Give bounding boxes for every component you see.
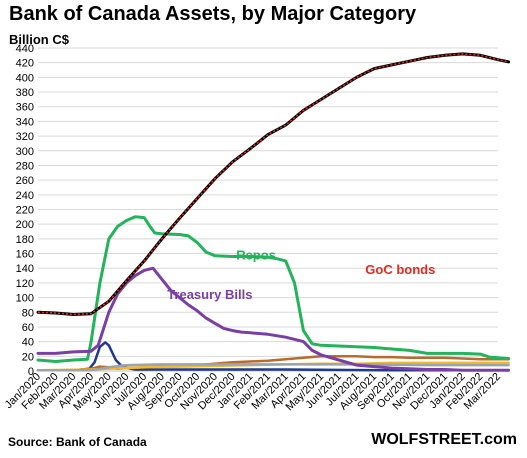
y-tick-0: 0 (28, 366, 34, 378)
y-tick-400: 400 (16, 72, 34, 84)
y-tick-240: 240 (16, 190, 34, 202)
y-tick-60: 60 (22, 322, 34, 334)
y-tick-80: 80 (22, 307, 34, 319)
series-line-treasury-bills (36, 266, 511, 372)
y-tick-160: 160 (16, 249, 34, 261)
series-line-goc-bonds (36, 52, 511, 316)
y-tick-360: 360 (16, 102, 34, 114)
y-tick-440: 440 (16, 43, 34, 55)
y-tick-140: 140 (16, 263, 34, 275)
series-annotations: GoC bonds Repos Treasury Bills (167, 247, 435, 302)
y-axis-unit-label: Billion C$ (9, 32, 69, 47)
y-tick-280: 280 (16, 160, 34, 172)
y-tick-100: 100 (16, 293, 34, 305)
annotation-treasury-bills: Treasury Bills (167, 287, 252, 302)
chart-title: Bank of Canada Assets, by Major Category (9, 3, 417, 25)
annotation-repos: Repos (236, 247, 276, 262)
y-tick-260: 260 (16, 175, 34, 187)
y-tick-420: 420 (16, 58, 34, 70)
y-tick-40: 40 (22, 337, 34, 349)
y-tick-120: 120 (16, 278, 34, 290)
series-line-repos (36, 215, 511, 363)
source-note: Source: Bank of Canada (8, 435, 147, 449)
y-tick-labels: 0 20 40 60 80 100 120 140 160 180 200 220 240 260 280 3… (16, 43, 34, 378)
y-tick-200: 200 (16, 219, 34, 231)
y-tick-220: 220 (16, 205, 34, 217)
series-line-series-6 (36, 363, 510, 372)
series-lines (36, 52, 511, 372)
y-tick-20: 20 (22, 351, 34, 363)
grid-lines (38, 47, 498, 372)
x-tick-labels: Jan/2020Feb/2020Mar/2020Apr/2020May/2020… (3, 371, 503, 414)
series-dash-goc-bonds (37, 53, 509, 316)
y-tick-380: 380 (16, 87, 34, 99)
y-tick-340: 340 (16, 116, 34, 128)
brand-watermark: WOLFSTREET.com (371, 431, 517, 448)
annotation-goc-bonds: GoC bonds (365, 262, 435, 277)
y-tick-320: 320 (16, 131, 34, 143)
y-tick-300: 300 (16, 146, 34, 158)
y-tick-180: 180 (16, 234, 34, 246)
